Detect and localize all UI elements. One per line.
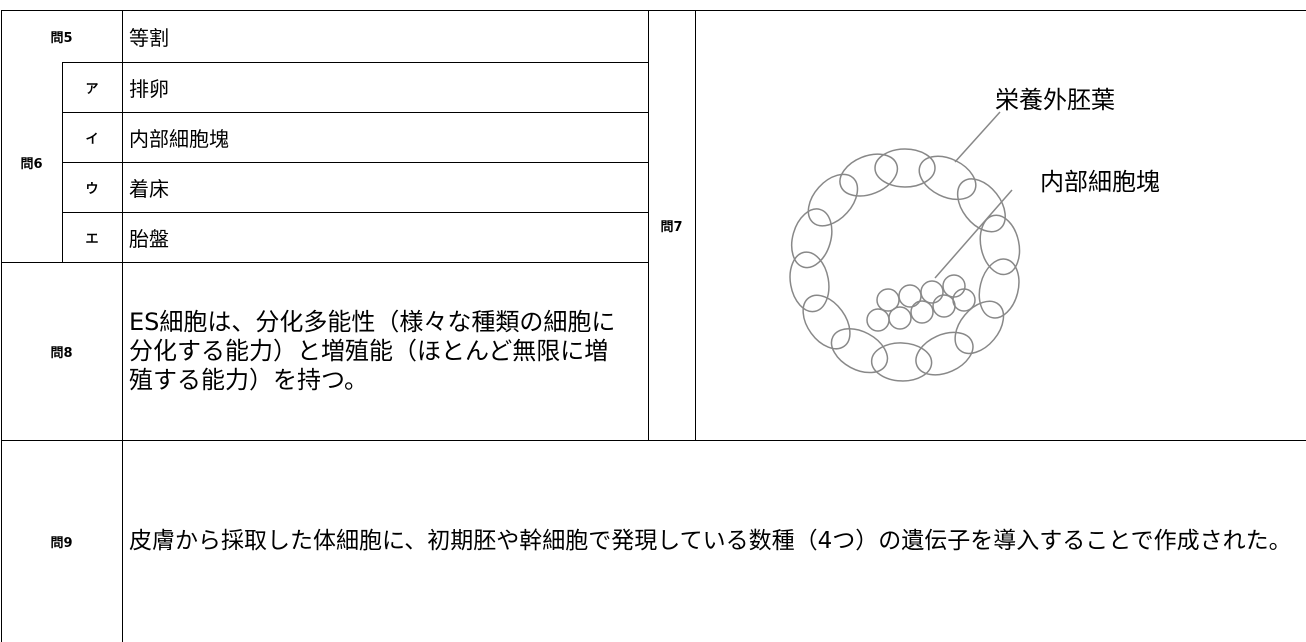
rule [695, 10, 696, 440]
q6-mark: ア [85, 81, 99, 97]
q8-label: 問8 [50, 345, 73, 361]
leader-line [954, 111, 1001, 163]
q6-mark: エ [85, 231, 99, 247]
rule [62, 62, 63, 262]
q9-label: 問9 [50, 535, 73, 551]
rule [1, 10, 2, 642]
q7-label: 問7 [660, 219, 683, 235]
figure-label: 栄養外胚葉 [995, 86, 1115, 114]
q5-label: 問5 [50, 30, 73, 46]
q6-answer: 胎盤 [129, 226, 169, 251]
inner-cell-mass [866, 274, 976, 332]
rule [1, 440, 1306, 441]
cell-ring [789, 148, 1021, 382]
rule [122, 10, 123, 642]
rule [62, 112, 648, 113]
q6-label: 問6 [20, 156, 43, 172]
figure-label: 内部細胞塊 [1040, 168, 1160, 196]
q8-answer: ES細胞は、分化多能性（様々な種類の細胞に分化する能力）と増殖能（ほとんど無限に… [129, 307, 616, 394]
q6-answer: 排卵 [129, 76, 169, 101]
rule [62, 62, 648, 63]
q9-answer: 皮膚から採取した体細胞に、初期胚や幹細胞で発現している数種（4つ）の遺伝子を導入… [129, 527, 1292, 554]
q6-mark: イ [85, 131, 99, 147]
q6-answer: 着床 [129, 176, 169, 201]
rule [62, 162, 648, 163]
rule [1, 262, 648, 263]
leader-line [934, 189, 1013, 279]
rule [1, 10, 1306, 11]
q5-answer: 等割 [129, 25, 169, 50]
q6-answer: 内部細胞塊 [129, 126, 229, 151]
q6-mark: ウ [85, 181, 99, 197]
rule [648, 10, 649, 440]
rule [62, 212, 648, 213]
